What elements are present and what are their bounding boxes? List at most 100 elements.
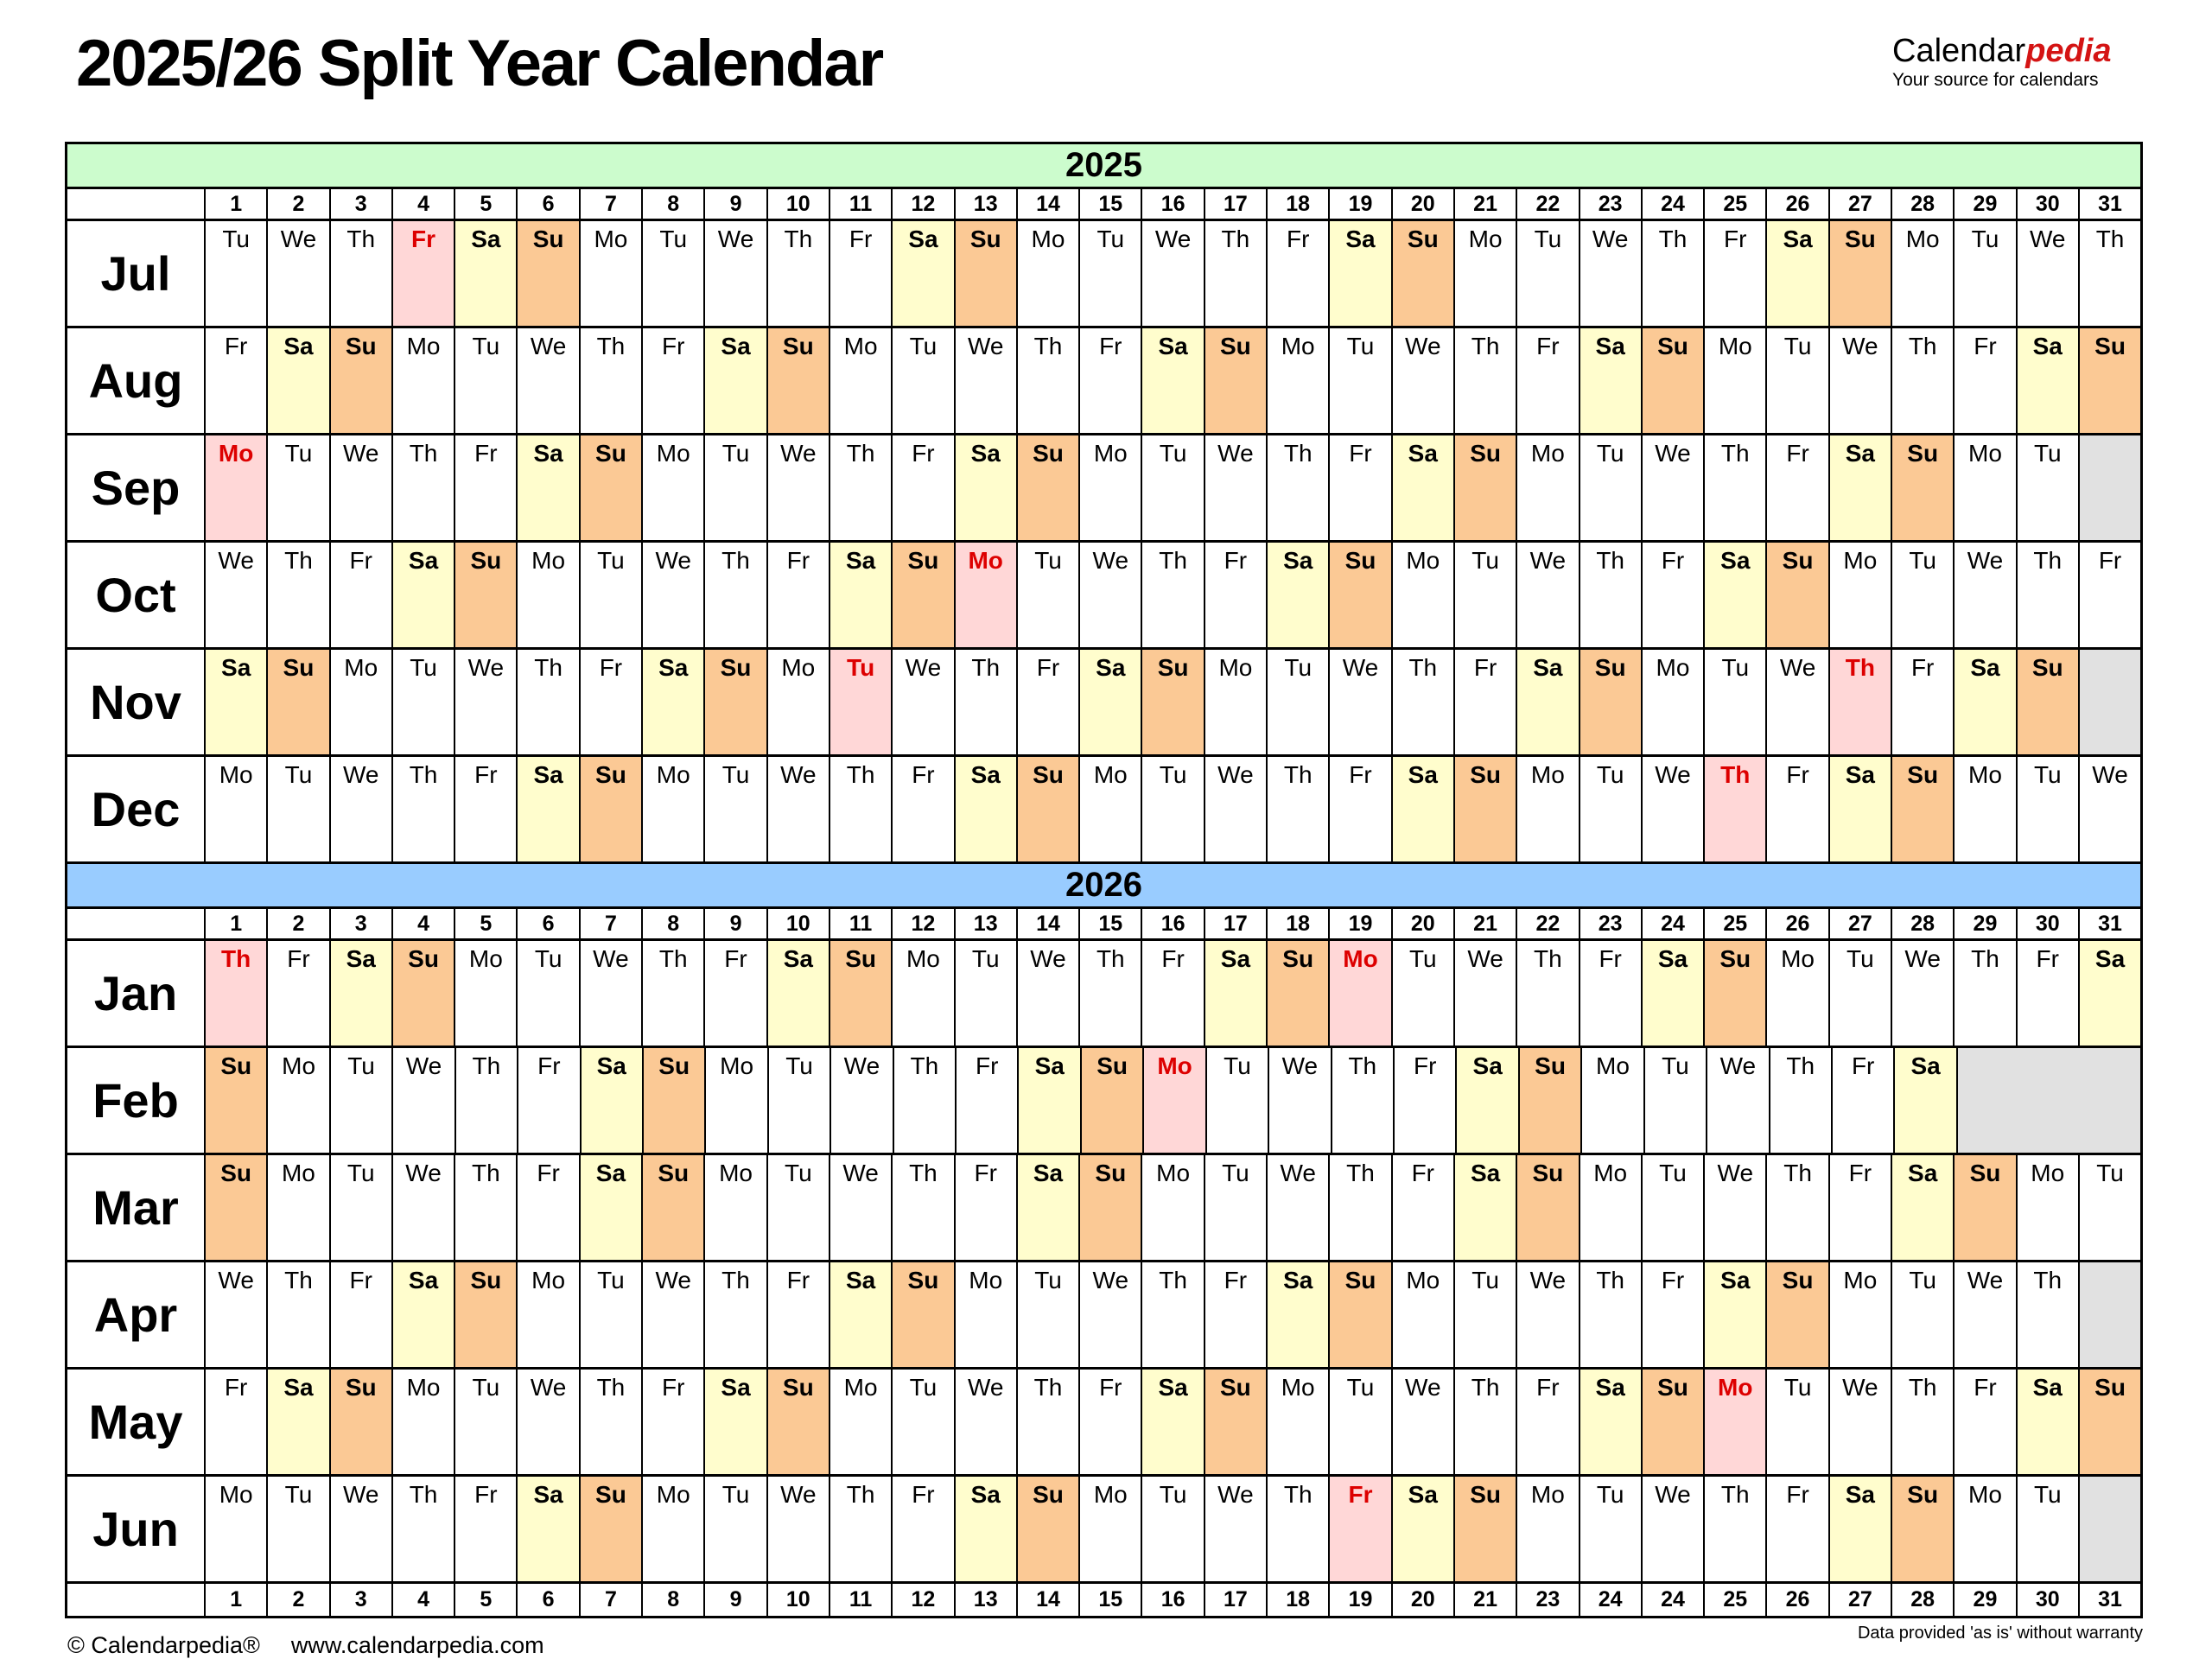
day-cell-oct-6: Mo bbox=[518, 543, 581, 647]
day-cell-jun-30: Tu bbox=[2017, 1477, 2080, 1581]
day-cell-jun-11: Th bbox=[830, 1477, 893, 1581]
day-cell-jul-23: We bbox=[1580, 221, 1643, 326]
day-cell-dec-12: Fr bbox=[893, 757, 956, 861]
day-cell-jul-8: Tu bbox=[643, 221, 706, 326]
day-cell-oct-19: Su bbox=[1330, 543, 1393, 647]
month-label: Mar bbox=[67, 1155, 206, 1260]
day-cell-jun-25: Th bbox=[1705, 1477, 1768, 1581]
day-cell-sep-2: Tu bbox=[268, 435, 331, 540]
empty-cell-apr bbox=[2079, 1262, 2141, 1367]
day-cell-mar-20: Fr bbox=[1392, 1155, 1455, 1260]
day-cell-aug-24: Su bbox=[1642, 328, 1706, 433]
day-cell-mar-19: Th bbox=[1330, 1155, 1393, 1260]
month-row-oct: Oct We Th Fr Sa Su Mo Tu We Th Fr Sa Su Mo Tu We Th Fr Sa S… bbox=[67, 543, 2141, 650]
day-cell-jun-2: Tu bbox=[268, 1477, 331, 1581]
day-cell-mar-28: Sa bbox=[1892, 1155, 1955, 1260]
day-cell-feb-18: We bbox=[1269, 1048, 1332, 1153]
day-cell-sep-30: Tu bbox=[2017, 435, 2080, 540]
day-number: 9 bbox=[705, 909, 768, 938]
day-cell-feb-16: Mo bbox=[1144, 1048, 1207, 1153]
month-label-spacer bbox=[67, 909, 206, 938]
day-cell-nov-21: Fr bbox=[1454, 650, 1518, 754]
day-cell-mar-30: Mo bbox=[2017, 1155, 2080, 1260]
day-cell-mar-21: Sa bbox=[1454, 1155, 1518, 1260]
day-cell-aug-10: Su bbox=[767, 328, 830, 433]
day-cell-oct-21: Tu bbox=[1454, 543, 1518, 647]
day-cell-may-7: Th bbox=[580, 1370, 644, 1474]
day-cell-dec-17: We bbox=[1205, 757, 1268, 861]
page-title: 2025/26 Split Year Calendar bbox=[76, 27, 884, 100]
day-cell-may-25: Mo bbox=[1705, 1370, 1768, 1474]
day-number: 11 bbox=[830, 909, 893, 938]
day-cell-jun-12: Fr bbox=[893, 1477, 956, 1581]
day-cell-aug-9: Sa bbox=[705, 328, 768, 433]
day-cell-aug-28: Th bbox=[1892, 328, 1955, 433]
day-cell-jan-27: Tu bbox=[1829, 941, 1893, 1046]
day-cell-sep-17: We bbox=[1205, 435, 1268, 540]
day-cell-may-31: Su bbox=[2079, 1370, 2141, 1474]
day-cell-dec-16: Tu bbox=[1142, 757, 1205, 861]
day-cell-aug-17: Su bbox=[1205, 328, 1268, 433]
day-cell-may-10: Su bbox=[767, 1370, 830, 1474]
day-cell-mar-11: We bbox=[830, 1155, 893, 1260]
day-cell-sep-15: Mo bbox=[1080, 435, 1143, 540]
day-cell-nov-11: Tu bbox=[830, 650, 893, 754]
day-cell-aug-26: Tu bbox=[1767, 328, 1830, 433]
day-cell-mar-16: Mo bbox=[1142, 1155, 1205, 1260]
day-cell-jun-22: Mo bbox=[1517, 1477, 1580, 1581]
day-cell-nov-2: Su bbox=[268, 650, 331, 754]
day-cell-feb-10: Tu bbox=[768, 1048, 832, 1153]
day-number: 10 bbox=[768, 189, 830, 219]
day-number: 27 bbox=[1830, 909, 1893, 938]
day-cell-may-18: Mo bbox=[1268, 1370, 1331, 1474]
day-cell-dec-3: We bbox=[330, 757, 393, 861]
day-cell-jul-2: We bbox=[268, 221, 331, 326]
day-cell-oct-7: Tu bbox=[580, 543, 644, 647]
day-cell-sep-24: We bbox=[1642, 435, 1706, 540]
day-cell-jun-27: Sa bbox=[1829, 1477, 1893, 1581]
day-cell-oct-9: Th bbox=[705, 543, 768, 647]
day-cell-dec-6: Sa bbox=[518, 757, 581, 861]
day-cell-may-23: Sa bbox=[1580, 1370, 1643, 1474]
day-number: 21 bbox=[1455, 909, 1518, 938]
day-cell-aug-20: We bbox=[1392, 328, 1455, 433]
day-number: 28 bbox=[1892, 189, 1955, 219]
month-label: Oct bbox=[67, 543, 206, 647]
month-row-jul: Jul Tu We Th Fr Sa Su Mo Tu We Th Fr Sa Su Mo Tu We Th Fr S… bbox=[67, 221, 2141, 328]
day-cell-dec-25: Th bbox=[1705, 757, 1768, 861]
day-cell-jun-21: Su bbox=[1454, 1477, 1518, 1581]
day-cell-apr-15: We bbox=[1080, 1262, 1143, 1367]
day-cell-jul-25: Fr bbox=[1705, 221, 1768, 326]
day-cell-apr-10: Fr bbox=[767, 1262, 830, 1367]
day-cell-jul-15: Tu bbox=[1080, 221, 1143, 326]
day-cell-aug-7: Th bbox=[580, 328, 644, 433]
day-cell-jun-14: Su bbox=[1017, 1477, 1081, 1581]
day-cell-aug-3: Su bbox=[330, 328, 393, 433]
day-number: 8 bbox=[643, 189, 706, 219]
day-cell-jun-10: We bbox=[767, 1477, 830, 1581]
day-cell-dec-24: We bbox=[1642, 757, 1706, 861]
day-cell-oct-12: Su bbox=[893, 543, 956, 647]
footer-disclaimer: Data provided 'as is' without warranty bbox=[1857, 1624, 2143, 1643]
day-cell-jan-30: Fr bbox=[2017, 941, 2080, 1046]
day-number: 3 bbox=[331, 189, 393, 219]
day-cell-apr-11: Sa bbox=[830, 1262, 893, 1367]
day-cell-may-21: Th bbox=[1454, 1370, 1518, 1474]
logo-part-black: Calendar bbox=[1892, 33, 2026, 69]
day-cell-dec-22: Mo bbox=[1517, 757, 1580, 861]
day-cell-jun-24: We bbox=[1642, 1477, 1706, 1581]
day-cell-sep-9: Tu bbox=[705, 435, 768, 540]
day-cell-dec-1: Mo bbox=[206, 757, 269, 861]
day-cell-jul-19: Sa bbox=[1330, 221, 1393, 326]
day-number: 24 bbox=[1643, 909, 1706, 938]
day-number: 18 bbox=[1268, 909, 1331, 938]
day-cell-nov-22: Sa bbox=[1517, 650, 1580, 754]
day-cell-apr-23: Th bbox=[1580, 1262, 1643, 1367]
day-cell-mar-8: Su bbox=[643, 1155, 706, 1260]
split-year-calendar-grid: 2025 1 2 3 4 5 6 7 8 9 10 11 12 13 14 15 16 17 18 19 20 21 22 2… bbox=[65, 142, 2143, 1618]
day-cell-may-1: Fr bbox=[206, 1370, 269, 1474]
day-number: 6 bbox=[518, 1584, 581, 1616]
calendarpedia-logo: Calendarpedia Your source for calendars bbox=[1892, 33, 2111, 90]
day-number: 22 bbox=[1517, 909, 1580, 938]
day-cell-mar-2: Mo bbox=[268, 1155, 331, 1260]
